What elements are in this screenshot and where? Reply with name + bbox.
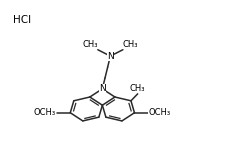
Text: OCH₃: OCH₃ <box>149 108 171 117</box>
Text: CH₃: CH₃ <box>130 84 145 93</box>
Text: N: N <box>107 52 114 61</box>
Text: HCl: HCl <box>14 15 32 25</box>
Text: CH₃: CH₃ <box>123 40 138 49</box>
Text: OCH₃: OCH₃ <box>34 108 56 117</box>
Text: CH₃: CH₃ <box>82 40 98 49</box>
Text: N: N <box>99 84 106 93</box>
